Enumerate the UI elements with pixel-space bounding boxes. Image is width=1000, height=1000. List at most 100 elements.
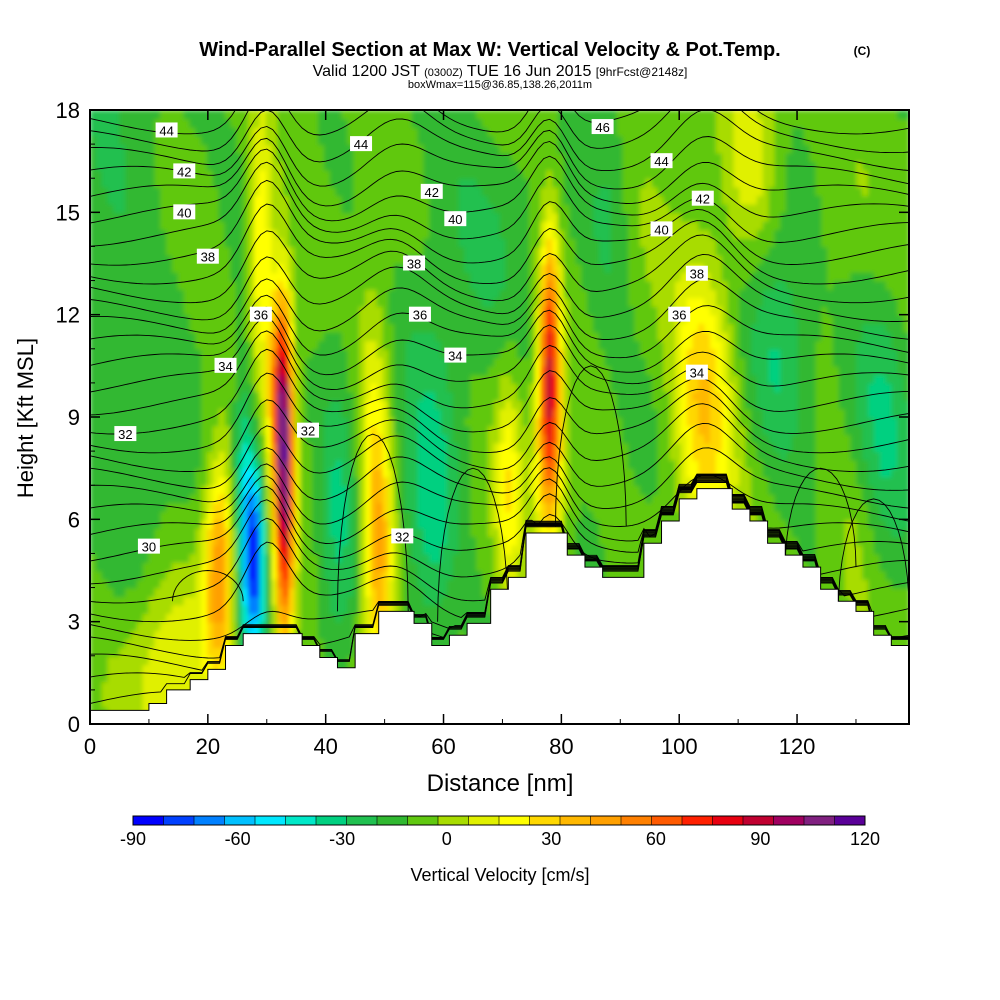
velocity-cell <box>95 297 103 307</box>
velocity-cell <box>400 246 407 256</box>
velocity-cell <box>487 536 495 546</box>
velocity-cell <box>265 587 273 597</box>
velocity-cell <box>160 536 167 546</box>
velocity-cell <box>95 374 103 384</box>
velocity-cell <box>388 391 395 401</box>
velocity-cell <box>359 468 366 478</box>
velocity-cell <box>376 144 384 154</box>
velocity-cell <box>417 570 425 580</box>
velocity-cell <box>224 272 232 282</box>
velocity-cell <box>265 135 273 145</box>
velocity-cell <box>142 664 150 674</box>
velocity-cell <box>189 604 197 614</box>
velocity-cell <box>353 365 360 376</box>
velocity-cell <box>125 297 132 307</box>
velocity-cell <box>359 161 366 171</box>
velocity-cell <box>423 536 431 546</box>
velocity-cell <box>177 110 185 120</box>
velocity-cell <box>306 570 314 580</box>
velocity-cell <box>119 468 126 478</box>
velocity-cell <box>458 604 466 614</box>
velocity-cell <box>148 638 156 649</box>
velocity-cell <box>259 561 267 572</box>
velocity-cell <box>236 510 243 521</box>
velocity-cell <box>405 237 413 248</box>
velocity-cell <box>394 186 401 197</box>
velocity-cell <box>125 630 132 640</box>
velocity-cell <box>119 357 126 367</box>
velocity-cell <box>212 263 220 273</box>
velocity-cell <box>125 561 132 572</box>
velocity-cell <box>224 169 232 180</box>
velocity-cell <box>458 382 466 393</box>
velocity-cell <box>294 323 302 333</box>
velocity-cell <box>452 127 460 137</box>
velocity-cell <box>236 570 243 580</box>
velocity-cell <box>341 323 349 333</box>
velocity-cell <box>417 195 425 205</box>
velocity-cell <box>376 323 384 333</box>
velocity-cell <box>148 689 156 700</box>
velocity-cell <box>177 476 185 487</box>
velocity-cell <box>230 596 238 606</box>
velocity-cell <box>464 195 472 205</box>
velocity-cell <box>329 306 337 316</box>
velocity-cell <box>481 434 489 444</box>
velocity-cell <box>259 135 267 145</box>
velocity-cell <box>288 289 296 299</box>
velocity-cell <box>218 178 226 188</box>
velocity-cell <box>306 203 314 214</box>
velocity-cell <box>253 485 261 495</box>
velocity-cell <box>183 263 191 273</box>
velocity-cell <box>376 186 384 197</box>
velocity-cell <box>119 399 126 410</box>
velocity-cell <box>154 689 161 700</box>
velocity-cell <box>335 297 343 307</box>
velocity-cell <box>101 510 109 521</box>
velocity-cell <box>335 118 343 128</box>
velocity-cell <box>435 459 442 469</box>
velocity-cell <box>423 152 431 162</box>
velocity-cell <box>259 365 267 376</box>
velocity-cell <box>177 519 185 529</box>
velocity-cell <box>224 263 232 273</box>
velocity-cell <box>148 152 156 162</box>
velocity-cell <box>154 570 161 580</box>
velocity-cell <box>470 144 477 154</box>
velocity-cell <box>306 306 314 316</box>
velocity-cell <box>288 357 296 367</box>
velocity-cell <box>324 186 331 197</box>
velocity-cell <box>382 331 390 342</box>
velocity-cell <box>341 161 349 171</box>
velocity-cell <box>341 289 349 299</box>
velocity-cell <box>142 587 150 597</box>
velocity-cell <box>335 408 343 418</box>
velocity-cell <box>277 425 284 435</box>
velocity-cell <box>458 596 466 606</box>
velocity-cell <box>259 169 267 180</box>
velocity-cell <box>277 246 284 256</box>
velocity-cell <box>160 178 167 188</box>
velocity-cell <box>487 382 495 393</box>
velocity-cell <box>464 118 472 128</box>
velocity-cell <box>247 152 255 162</box>
velocity-cell <box>259 493 267 504</box>
velocity-cell <box>171 485 179 495</box>
velocity-cell <box>429 169 436 180</box>
velocity-cell <box>224 280 232 290</box>
velocity-cell <box>382 468 390 478</box>
velocity-cell <box>247 434 255 444</box>
velocity-cell <box>265 237 273 248</box>
velocity-cell <box>148 237 156 248</box>
velocity-cell <box>107 502 115 512</box>
velocity-cell <box>411 493 419 504</box>
velocity-cell <box>230 161 238 171</box>
velocity-cell <box>335 570 343 580</box>
velocity-cell <box>242 254 249 265</box>
velocity-cell <box>446 527 454 538</box>
velocity-cell <box>318 647 325 657</box>
velocity-cell <box>195 161 202 171</box>
velocity-cell <box>253 502 261 512</box>
velocity-cell <box>353 289 360 299</box>
velocity-cell <box>347 220 355 231</box>
